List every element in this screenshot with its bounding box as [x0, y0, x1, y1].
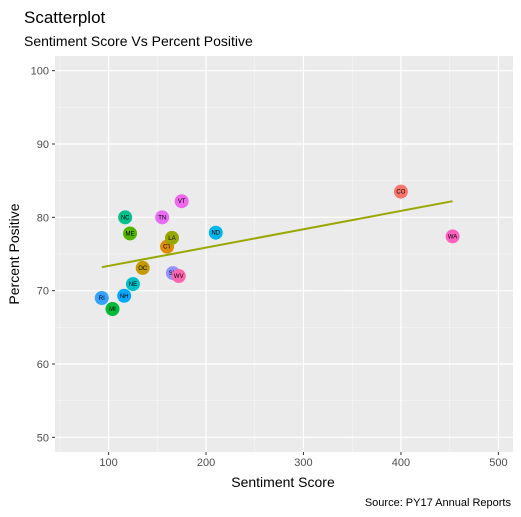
point-label: NC	[121, 215, 130, 221]
scatter-point	[125, 277, 140, 292]
scatter-point	[164, 230, 179, 245]
y-tick-label: 90	[37, 139, 49, 151]
point-label: LA	[168, 236, 175, 242]
scatter-point	[171, 269, 186, 283]
y-tick-label: 50	[37, 432, 49, 444]
point-label: ME	[126, 231, 135, 237]
point-label: NE	[129, 282, 137, 288]
point-label: CO	[396, 190, 405, 196]
point-label: WA	[448, 234, 457, 240]
chart-subtitle: Sentiment Score Vs Percent Positive	[24, 33, 253, 49]
y-tick-label: 70	[37, 286, 49, 298]
scatter-point	[208, 225, 223, 240]
point-label: RI	[99, 296, 105, 302]
x-tick-label: 200	[197, 457, 215, 469]
y-axis-title: Percent Positive	[6, 203, 22, 304]
y-tick-label: 100	[31, 66, 49, 78]
scatter-point	[94, 291, 109, 305]
scatter-point	[135, 260, 150, 275]
scatter-point	[105, 302, 120, 316]
y-tick-label: 60	[37, 359, 49, 371]
y-tick-label: 80	[37, 212, 49, 224]
point-label: NH	[120, 294, 129, 300]
scatter-point	[123, 226, 138, 241]
point-label: OC	[138, 266, 148, 272]
scatter-point	[393, 184, 408, 199]
scatter-point	[174, 194, 189, 209]
scatter-point	[445, 229, 460, 244]
scatter-point	[117, 288, 132, 303]
point-label: VT	[178, 199, 186, 205]
trend-line	[101, 200, 453, 269]
x-tick-label: 500	[489, 457, 507, 469]
source-caption: Source: PY17 Annual Reports	[365, 497, 512, 509]
point-label: WV	[174, 274, 184, 280]
chart-title: Scatterplot	[24, 8, 106, 27]
x-axis-title: Sentiment Score	[231, 474, 335, 490]
point-label: CT	[163, 245, 171, 251]
trend-line-group	[101, 200, 453, 269]
point-label: MI	[109, 307, 116, 313]
x-axis-ticks: 100 200 300 400 500	[99, 452, 508, 469]
point-label: TN	[158, 215, 166, 221]
point-label: ND	[211, 231, 220, 237]
scatter-point	[118, 210, 133, 225]
x-tick-label: 100	[99, 457, 117, 469]
y-axis-ticks: 50 60 70 80 90 100	[31, 66, 55, 444]
x-tick-label: 400	[392, 457, 410, 469]
scatter-point	[155, 210, 170, 225]
minor-gridlines	[55, 56, 513, 452]
x-tick-label: 300	[294, 457, 312, 469]
data-points: RIMINHNCMENEOCTNCTLASDWVVTNDCOWA	[94, 184, 460, 316]
